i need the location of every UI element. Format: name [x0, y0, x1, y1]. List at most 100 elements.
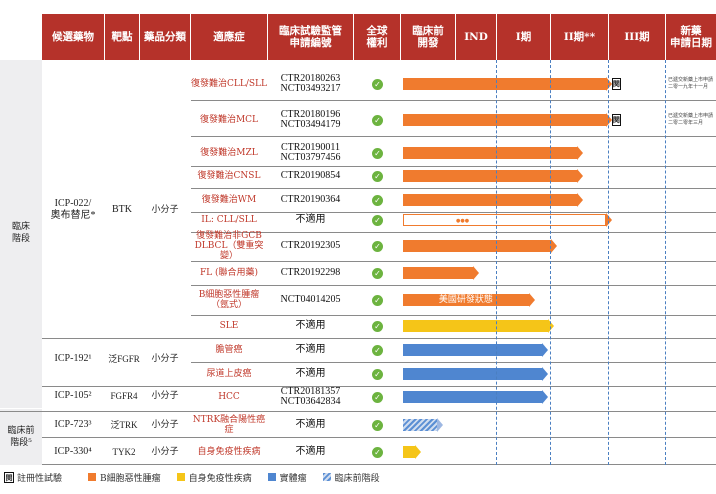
nda-date-note: 已遞交新藥上市申請 二零一九年十一月 — [668, 77, 714, 90]
header-phase-2: II期** — [551, 14, 610, 60]
table-row: NTRK融合陽性癌症 不適用 ✓ — [0, 414, 716, 436]
row-divider — [191, 100, 716, 101]
table-row: FL (聯合用藥) CTR20192298 ✓ — [0, 262, 716, 284]
stage-column-preclinical-bg — [0, 409, 42, 465]
arrow-head-icon — [414, 445, 421, 459]
header-preclinical: 臨床前 開發 — [401, 14, 457, 60]
indication-cell: 膽管癌 — [215, 345, 243, 355]
progress-bar — [403, 368, 543, 380]
table-row: 復發難治MCL CTR20180196 NCT03494179 ✓ 関 已遞交新藥上市申… — [0, 105, 716, 135]
legend-autoimmune: 自身免疫性疾病 — [176, 471, 252, 484]
target-btk: BTK — [112, 204, 132, 215]
check-icon: ✓ — [372, 214, 383, 226]
indication-cell: FL (聯合用藥) — [199, 268, 259, 278]
check-icon: ✓ — [372, 391, 383, 403]
indication-cell: IL: CLL/SLL — [201, 215, 257, 225]
progress-bar — [403, 147, 577, 159]
pivotal-trial-icon: 関 — [611, 78, 621, 90]
arrow-head-icon — [576, 169, 583, 183]
check-icon: ✓ — [372, 419, 383, 431]
trial-number-cell: CTR20192298 — [280, 267, 341, 278]
target-fgfr: 泛FGFR — [108, 354, 140, 364]
trial-number-cell: CTR20180196 NCT03494179 — [280, 109, 341, 130]
pivotal-icon: 関 — [4, 471, 14, 483]
table-row: HCC CTR20181357 NCT03642834 ✓ — [0, 384, 716, 410]
arrow-head-icon — [542, 367, 549, 381]
class-icp-330: 小分子 — [151, 447, 179, 457]
progress-bar: 美國研發狀態 — [403, 294, 529, 306]
header-phase-3: III期 — [609, 14, 667, 60]
drug-icp-723: ICP-723³ — [54, 419, 92, 430]
check-icon: ✓ — [372, 446, 383, 458]
hatched-swatch-icon — [322, 473, 331, 481]
progress-bar — [403, 78, 606, 90]
check-icon: ✓ — [372, 194, 383, 206]
stage-label-clinical: 臨床 階段 — [11, 222, 30, 244]
check-icon: ✓ — [372, 344, 383, 356]
progress-bar — [403, 419, 437, 431]
arrow-head-icon — [542, 343, 549, 357]
progress-bar — [403, 194, 577, 206]
pivotal-trial-icon: 関 — [611, 114, 621, 126]
divider-ind — [496, 60, 497, 465]
trial-number-cell: 不適用 — [295, 320, 326, 331]
legend-preclinical: 臨床前階段 — [322, 471, 380, 484]
drug-icp-192: ICP-192¹ — [54, 353, 92, 364]
blue-swatch-icon — [267, 473, 276, 481]
indication-cell: NTRK融合陽性癌症 — [192, 415, 266, 435]
trial-number-cell: CTR20190854 — [280, 170, 341, 181]
arrow-head-icon — [436, 418, 443, 432]
indication-cell: 自身免疫性疾病 — [197, 447, 261, 457]
row-divider — [42, 338, 716, 339]
progress-bar — [403, 446, 415, 458]
row-divider — [191, 261, 716, 262]
indication-cell: 復發難治CNSL — [197, 171, 261, 181]
table-row: SLE 不適用 ✓ — [0, 315, 716, 337]
target-trk: 泛TRK — [110, 420, 138, 430]
header-indication: 適應症 — [191, 14, 269, 60]
check-icon: ✓ — [372, 78, 383, 90]
check-icon: ✓ — [372, 170, 383, 182]
stage-label-preclinical: 臨床前 階段⁵ — [7, 426, 35, 448]
indication-cell: SLE — [219, 321, 239, 331]
target-fgfr4: FGFR4 — [110, 391, 138, 401]
arrow-head-icon — [576, 146, 583, 160]
table-row: 復發難治CLL/SLL CTR20180263 NCT03493217 ✓ 関 已遞交新… — [0, 69, 716, 99]
trial-number-cell: CTR20190364 — [280, 194, 341, 205]
class-icp-022: 小分子 — [151, 205, 179, 215]
legend: 関 註冊性試驗 B細胞惡性腫瘤 自身免疫性疾病 實體瘤 臨床前階段 — [4, 470, 716, 484]
indication-cell: B細胞惡性腫瘤 （氬式） — [198, 290, 260, 310]
divider-phase1 — [550, 60, 551, 465]
trial-number-cell: 不適用 — [295, 419, 326, 430]
table-row: 膽管癌 不適用 ✓ — [0, 339, 716, 361]
trial-number-cell: 不適用 — [295, 214, 326, 225]
row-divider — [42, 386, 716, 387]
trial-number-cell: 不適用 — [295, 344, 326, 355]
row-divider — [191, 285, 716, 286]
orange-swatch-icon — [88, 473, 97, 481]
drug-icp-330: ICP-330⁴ — [54, 446, 92, 457]
progress-bar — [403, 240, 551, 252]
row-divider — [191, 136, 716, 137]
bar-label: 美國研發狀態 — [438, 295, 493, 305]
indication-cell: 復發難治MCL — [199, 115, 259, 125]
indication-cell: 復發難治CLL/SLL — [191, 79, 267, 89]
indication-cell: HCC — [218, 392, 240, 402]
class-icp-723: 小分子 — [151, 420, 179, 430]
check-icon: ✓ — [372, 368, 383, 380]
legend-pivotal: 関 註冊性試驗 — [4, 471, 63, 484]
arrow-head-icon — [472, 266, 479, 280]
trial-number-cell: CTR20192305 — [280, 240, 341, 251]
progress-bar — [403, 114, 606, 126]
row-divider — [42, 464, 716, 465]
nda-date-note: 已遞交新藥上市申請 二零二零年三月 — [668, 113, 714, 126]
header-ind: IND — [456, 14, 498, 60]
drug-icp-105: ICP-105² — [54, 390, 92, 401]
header-target: 靶點 — [105, 14, 141, 60]
progress-bar — [403, 344, 543, 356]
arrow-head-icon — [576, 193, 583, 207]
check-icon: ✓ — [372, 320, 383, 332]
indication-cell: 復發難治WM — [201, 195, 257, 205]
stage-column-clinical-bg — [0, 60, 42, 408]
table-row: 復發難治MZL CTR20190011 NCT03797456 ✓ — [0, 141, 716, 165]
